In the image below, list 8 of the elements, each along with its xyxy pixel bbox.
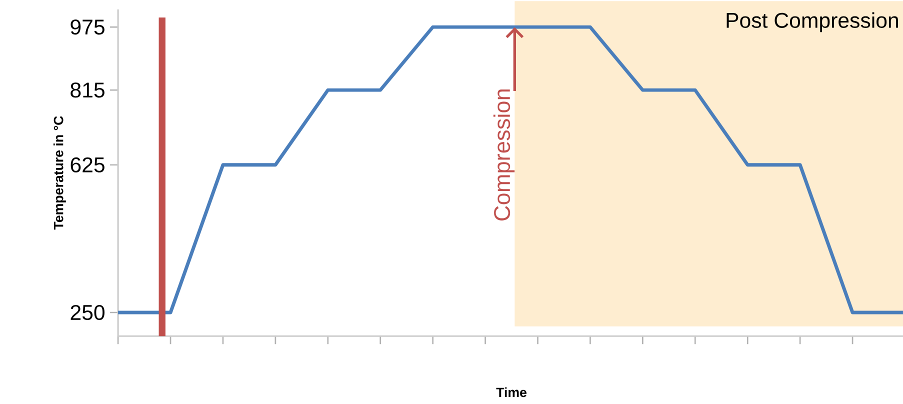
y-tick-label: 975 — [70, 19, 104, 35]
y-tick-label: 250 — [70, 304, 104, 320]
y-tick-label: 625 — [70, 157, 104, 172]
y-axis-title: Temperature in °C — [53, 116, 66, 230]
annotation: Compression — [493, 89, 515, 220]
x-axis-title: Time — [496, 387, 527, 398]
annotation: Post Compression — [726, 12, 898, 32]
y-tick-label: 815 — [70, 82, 104, 98]
